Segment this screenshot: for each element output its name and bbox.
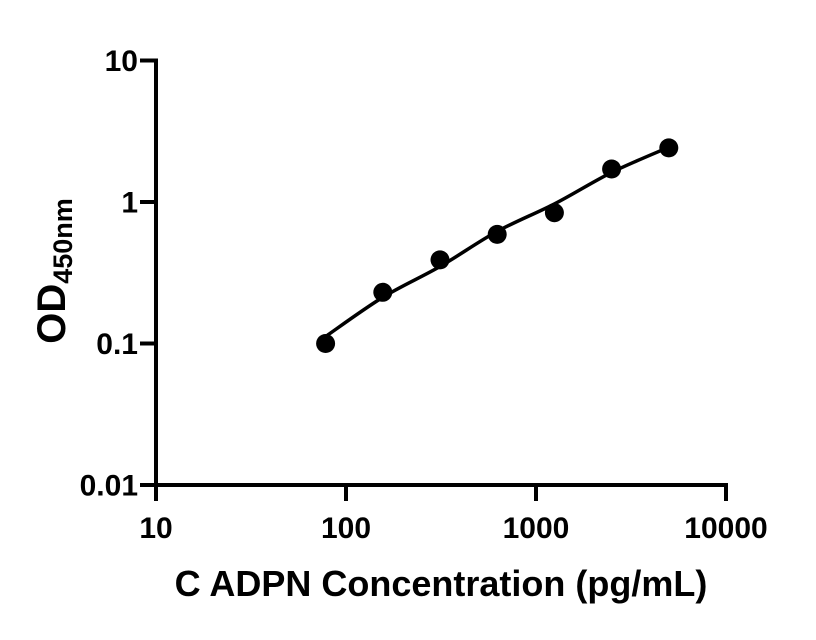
x-tick-label: 10000 xyxy=(684,512,767,545)
y-tick-label: 1 xyxy=(121,187,138,220)
y-axis-title-main: OD xyxy=(30,284,74,344)
axes xyxy=(154,58,728,487)
data-point xyxy=(373,282,393,302)
data-point xyxy=(487,224,507,244)
y-tick-label: 10 xyxy=(105,45,138,78)
axis-ticks xyxy=(140,58,728,501)
y-axis-title-subscript: 450nm xyxy=(48,198,78,284)
data-point xyxy=(544,203,564,223)
data-point xyxy=(430,250,450,270)
y-tick-label: 0.1 xyxy=(96,328,138,361)
data-point xyxy=(316,334,336,353)
x-tick-label: 10 xyxy=(139,512,172,545)
data-point xyxy=(602,159,622,179)
x-axis-title: C ADPN Concentration (pg/mL) xyxy=(175,563,708,604)
x-tick-label: 100 xyxy=(321,512,371,545)
y-tick-label: 0.01 xyxy=(80,470,138,503)
data-points xyxy=(316,138,679,353)
data-point xyxy=(659,138,679,158)
y-axis-title: OD450nm xyxy=(30,198,78,344)
x-tick-label: 1000 xyxy=(503,512,570,545)
